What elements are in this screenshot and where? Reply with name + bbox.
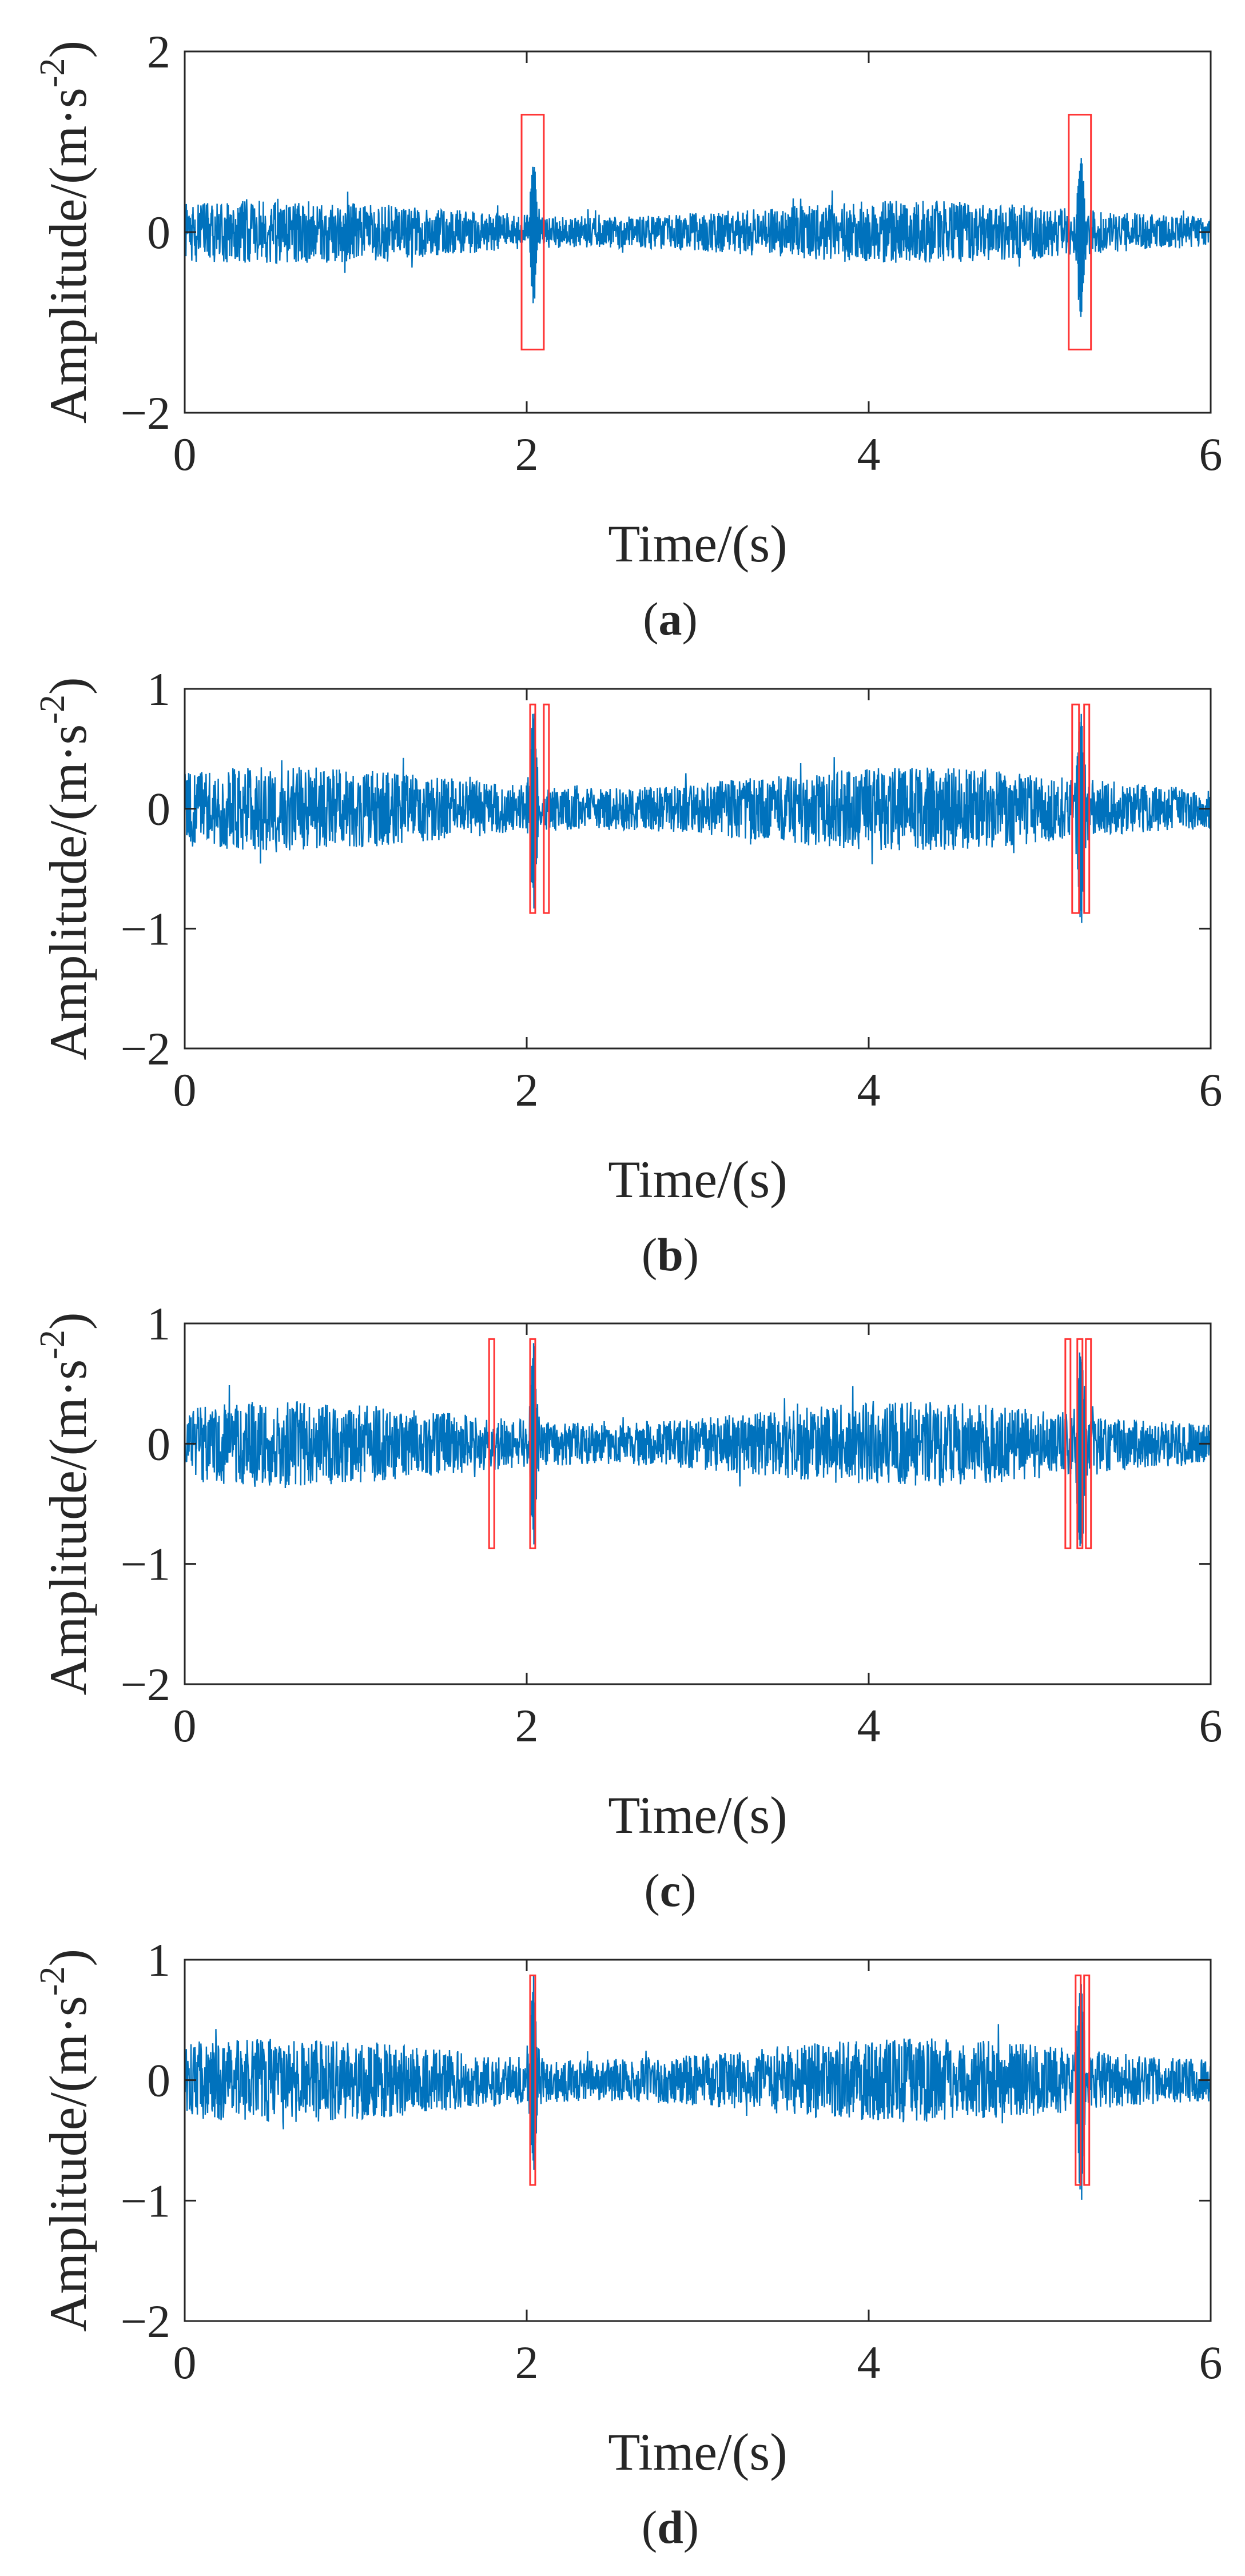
fault-highlight-box xyxy=(1075,1974,1082,2186)
signal-line xyxy=(185,713,1211,923)
x-tick-label: 4 xyxy=(857,1700,881,1752)
y-tick-label: −2 xyxy=(121,2295,170,2347)
y-tick-label: 0 xyxy=(147,783,170,835)
panel-c: 0 2 4 6 −2 −1 0 1 Time/(s) Amplitude/(m·s-2) (c) xyxy=(33,1298,1223,1916)
panel-letter: b xyxy=(657,1229,683,1281)
x-tick-label: 2 xyxy=(515,428,539,480)
y-tick-label: −2 xyxy=(121,1023,170,1075)
fault-highlight-box xyxy=(1071,703,1080,914)
y-tick-label: −2 xyxy=(121,387,170,439)
x-tick-label: 6 xyxy=(1199,1064,1223,1116)
y-tick-label: 1 xyxy=(147,663,170,715)
panel-label: (d) xyxy=(642,2501,699,2553)
panel-label: (c) xyxy=(644,1864,696,1916)
y-axis-title-suffix: ) xyxy=(39,677,97,695)
y-tick-label: 2 xyxy=(147,26,170,78)
x-tick-label: 6 xyxy=(1199,2336,1223,2388)
y-axis-title: Amplitude/(m·s-2) xyxy=(33,677,97,1060)
y-tick-label: −1 xyxy=(121,2175,170,2227)
fault-highlight-box xyxy=(529,703,536,914)
fault-highlight-box xyxy=(488,1338,495,1549)
y-axis-title-prefix: Amplitude/(m·s xyxy=(39,724,97,1060)
panel-label: (b) xyxy=(642,1229,699,1281)
panel-letter: a xyxy=(659,593,682,645)
y-tick-label: −1 xyxy=(121,903,170,955)
x-axis-title: Time/(s) xyxy=(608,2423,787,2481)
fault-highlight-box xyxy=(1085,1338,1092,1549)
y-tick-label: −2 xyxy=(121,1658,170,1710)
y-tick-label: 0 xyxy=(147,2055,170,2107)
x-tick-label: 0 xyxy=(173,428,197,480)
panel-label: (a) xyxy=(643,593,698,645)
x-tick-label: 0 xyxy=(173,2336,197,2388)
x-tick-label: 0 xyxy=(173,1700,197,1752)
x-axis-title: Time/(s) xyxy=(608,1786,787,1844)
x-tick-label: 0 xyxy=(173,1064,197,1116)
fault-highlight-box xyxy=(520,114,545,350)
axes-frame xyxy=(184,1959,1212,2322)
fault-highlight-box xyxy=(543,703,550,914)
y-tick-label: −1 xyxy=(121,1538,170,1590)
x-tick-label: 2 xyxy=(515,1064,539,1116)
y-axis-title-prefix: Amplitude/(m·s xyxy=(39,87,97,424)
y-axis-title-suffix: ) xyxy=(39,1312,97,1330)
fault-highlight-box xyxy=(1083,703,1091,914)
y-axis-title-prefix: Amplitude/(m·s xyxy=(39,1359,97,1696)
y-tick-label: 0 xyxy=(147,1418,170,1470)
x-tick-label: 2 xyxy=(515,2336,539,2388)
y-axis-title-suffix: ) xyxy=(39,1949,97,1967)
fault-highlight-box xyxy=(1083,1974,1091,2186)
x-axis-title: Time/(s) xyxy=(608,515,787,573)
fault-highlight-box xyxy=(1064,1338,1072,1549)
y-axis-title: Amplitude/(m·s-2) xyxy=(33,41,97,424)
y-tick-label: 1 xyxy=(147,1298,170,1350)
fault-highlight-box xyxy=(1076,1338,1084,1549)
x-tick-label: 2 xyxy=(515,1700,539,1752)
x-axis-title: Time/(s) xyxy=(608,1150,787,1209)
x-tick-label: 4 xyxy=(857,428,881,480)
x-tick-label: 4 xyxy=(857,1064,881,1116)
panel-letter: d xyxy=(657,2501,683,2553)
y-axis-title-exponent: -2 xyxy=(33,58,72,88)
y-axis-title-exponent: -2 xyxy=(33,1330,72,1359)
fault-highlight-box xyxy=(529,1338,536,1549)
y-axis-title-suffix: ) xyxy=(39,41,97,58)
y-axis-title-prefix: Amplitude/(m·s xyxy=(39,1996,97,2332)
signal-line xyxy=(185,1343,1211,1546)
y-tick-label: 0 xyxy=(147,206,170,258)
panel-letter: c xyxy=(660,1864,681,1916)
x-tick-label: 4 xyxy=(857,2336,881,2388)
y-axis-title: Amplitude/(m·s-2) xyxy=(33,1312,97,1695)
y-axis-title-exponent: -2 xyxy=(33,1967,72,1996)
x-tick-label: 6 xyxy=(1199,428,1223,480)
fault-highlight-box xyxy=(529,1974,536,2186)
signal-line xyxy=(185,1975,1211,2200)
axes-frame xyxy=(184,688,1212,1050)
axes-frame xyxy=(184,1322,1212,1685)
fault-highlight-box xyxy=(1068,114,1092,350)
y-tick-label: 1 xyxy=(147,1934,170,1986)
y-axis-title: Amplitude/(m·s-2) xyxy=(33,1949,97,2332)
panel-d: 0 2 4 6 −2 −1 0 1 Time/(s) Amplitude/(m·s-2) (d) xyxy=(33,1934,1223,2553)
panel-b: 0 2 4 6 −2 −1 0 1 Time/(s) Amplitude/(m·s-2) (b) xyxy=(33,663,1223,1281)
y-axis-title-exponent: -2 xyxy=(33,695,72,724)
x-tick-label: 6 xyxy=(1199,1700,1223,1752)
signal-line xyxy=(185,158,1211,317)
